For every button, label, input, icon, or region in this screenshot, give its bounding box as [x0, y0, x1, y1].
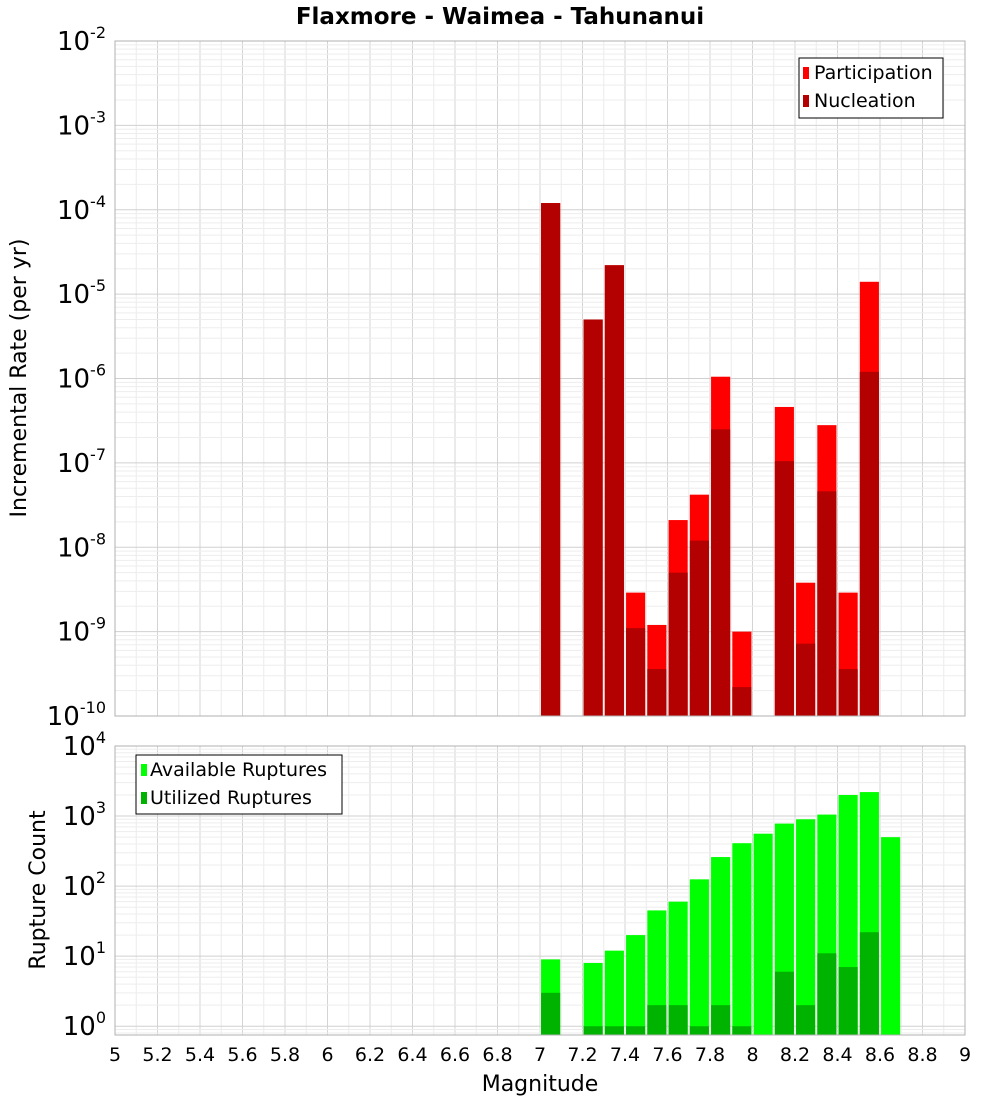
- bottom-plot-frame: [114, 745, 966, 1036]
- top-plot-frame: [114, 40, 966, 717]
- top-y-axis-label: Incremental Rate (per yr): [7, 239, 32, 518]
- utilized-ruptures-swatch: [141, 792, 147, 804]
- top-y-tick-label: 10-7: [57, 445, 106, 479]
- bottom-utilized-ruptures-bar: [711, 1005, 731, 1035]
- top-nucleation-bar: [604, 265, 624, 716]
- x-tick-label: 8.6: [865, 1044, 895, 1066]
- top-plot-area: [114, 40, 966, 717]
- x-tick-label: 9: [959, 1044, 971, 1066]
- x-tick-label: 6.2: [355, 1044, 385, 1066]
- top-y-tick-label: 10-6: [57, 361, 106, 395]
- participation-legend-label: Participation: [814, 62, 933, 84]
- utilized-ruptures-legend-label: Utilized Ruptures: [150, 787, 312, 809]
- top-y-tick-label: 10-10: [47, 698, 106, 732]
- top-nucleation-bar: [711, 429, 731, 716]
- bottom-utilized-ruptures-bar: [859, 932, 879, 1035]
- top-y-tick-label: 10-9: [57, 614, 106, 648]
- bottom-available-ruptures-bar: [647, 910, 667, 1035]
- bottom-available-ruptures-bar: [732, 843, 752, 1035]
- top-y-tick-label: 10-5: [57, 276, 106, 310]
- bottom-utilized-ruptures-bar: [732, 1026, 752, 1035]
- top-y-tick-label: 10-8: [57, 529, 106, 563]
- bottom-available-ruptures-bar: [881, 837, 901, 1035]
- top-nucleation-bar: [796, 643, 816, 716]
- x-tick-label: 5.6: [227, 1044, 257, 1066]
- bottom-available-ruptures-bar: [796, 819, 816, 1035]
- chart-title: Flaxmore - Waimea - Tahunanui: [296, 4, 704, 30]
- x-axis-label: Magnitude: [482, 1072, 599, 1097]
- bottom-utilized-ruptures-bar: [668, 1005, 688, 1035]
- x-tick-label: 5.8: [270, 1044, 300, 1066]
- bottom-utilized-ruptures-bar: [817, 953, 837, 1035]
- bottom-utilized-ruptures-bar: [689, 1026, 709, 1035]
- bottom-utilized-ruptures-bar: [838, 967, 858, 1035]
- bottom-available-ruptures-bar: [604, 950, 624, 1035]
- bottom-utilized-ruptures-bar: [647, 1005, 667, 1035]
- x-tick-label: 8.4: [822, 1044, 852, 1066]
- nucleation-legend-label: Nucleation: [814, 90, 916, 112]
- top-nucleation-bar: [541, 203, 561, 716]
- top-legend-box: [798, 57, 944, 119]
- x-tick-label: 6.4: [397, 1044, 427, 1066]
- top-nucleation-bar: [774, 461, 794, 716]
- top-nucleation-bar: [838, 669, 858, 716]
- top-nucleation-bar: [817, 491, 837, 716]
- bottom-legend-box: [135, 754, 343, 815]
- bottom-utilized-ruptures-bar: [541, 992, 561, 1035]
- x-tick-label: 6: [321, 1044, 333, 1066]
- x-tick-label: 5.2: [142, 1044, 172, 1066]
- bottom-y-axis-label: Rupture Count: [26, 810, 51, 970]
- x-tick-label: 7: [534, 1044, 546, 1066]
- top-y-tick-label: 10-2: [57, 23, 106, 57]
- bottom-y-tick-label: 103: [63, 798, 106, 832]
- top-nucleation-bar: [583, 319, 603, 716]
- x-tick-label: 7.2: [567, 1044, 597, 1066]
- x-tick-labels: 5 5.2 5.4 5.6 5.8 6 6.2 6.4 6.6 6.8 7 7.2 7.4 7.6 7.8 8…: [109, 1044, 971, 1066]
- available-ruptures-legend-label: Available Ruptures: [150, 759, 327, 781]
- x-tick-label: 7.6: [652, 1044, 682, 1066]
- top-nucleation-bar: [626, 628, 646, 716]
- bottom-utilized-ruptures-bar: [796, 1005, 816, 1035]
- bottom-y-tick-label: 104: [63, 728, 106, 762]
- x-tick-label: 7.4: [610, 1044, 640, 1066]
- top-y-tick-label: 10-3: [57, 107, 106, 141]
- x-tick-label: 5: [109, 1044, 121, 1066]
- bottom-utilized-ruptures-bar: [604, 1026, 624, 1035]
- x-tick-label: 5.4: [185, 1044, 215, 1066]
- top-nucleation-bar: [689, 540, 709, 716]
- bottom-available-ruptures-bar: [626, 935, 646, 1035]
- bottom-available-ruptures-bar: [711, 857, 731, 1035]
- bottom-available-ruptures-bar: [753, 833, 773, 1035]
- bottom-y-tick-label: 100: [63, 1008, 106, 1042]
- top-nucleation-bar: [859, 371, 879, 716]
- bottom-utilized-ruptures-bar: [626, 1026, 646, 1035]
- participation-swatch: [803, 67, 809, 79]
- top-legend: Participation Nucleation: [798, 57, 944, 119]
- bottom-utilized-ruptures-bar: [774, 971, 794, 1035]
- top-nucleation-bar: [732, 687, 752, 716]
- bottom-y-tick-label: 101: [63, 938, 106, 972]
- bottom-available-ruptures-bar: [583, 962, 603, 1035]
- top-nucleation-bar: [647, 669, 667, 716]
- x-tick-label: 8: [746, 1044, 758, 1066]
- bottom-utilized-ruptures-bar: [583, 1026, 603, 1035]
- bottom-available-ruptures-bar: [668, 901, 688, 1035]
- x-tick-label: 7.8: [695, 1044, 725, 1066]
- bottom-y-tick-label: 102: [63, 868, 106, 902]
- x-tick-label: 8.8: [907, 1044, 937, 1066]
- bottom-legend: Available Ruptures Utilized Ruptures: [135, 754, 343, 815]
- x-tick-label: 6.8: [482, 1044, 512, 1066]
- nucleation-swatch: [803, 95, 809, 107]
- x-tick-label: 6.6: [440, 1044, 470, 1066]
- top-y-tick-label: 10-4: [57, 192, 106, 226]
- bottom-available-ruptures-bar: [689, 879, 709, 1035]
- top-nucleation-bar: [668, 572, 688, 716]
- available-ruptures-swatch: [141, 764, 147, 776]
- x-tick-label: 8.2: [780, 1044, 810, 1066]
